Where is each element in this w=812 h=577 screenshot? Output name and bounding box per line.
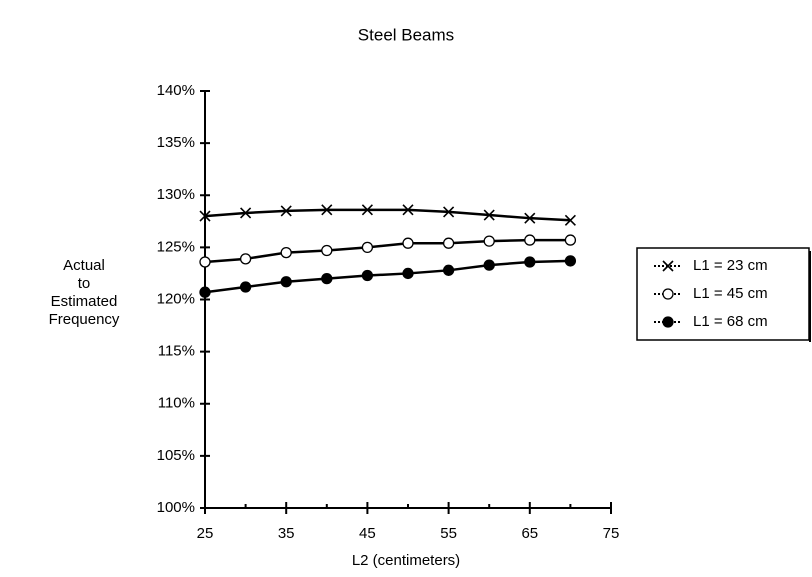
marker [321, 204, 333, 216]
legend-marker [662, 288, 674, 300]
legend-marker [662, 260, 674, 272]
marker [524, 256, 536, 268]
marker [240, 207, 252, 219]
y-tick-label: 105% [157, 447, 195, 464]
series-line [204, 259, 571, 294]
marker [564, 255, 577, 267]
y-axis-label: Actual [63, 257, 105, 274]
marker [321, 244, 333, 257]
legend-label: L1 = 45 cm [693, 285, 768, 302]
marker [199, 256, 211, 268]
y-tick-label: 130% [157, 186, 195, 203]
y-tick-label: 120% [157, 290, 195, 307]
marker [442, 264, 455, 276]
marker [483, 209, 495, 221]
y-axis-label: Estimated [51, 293, 118, 310]
marker [280, 276, 292, 288]
y-axis-label: Frequency [49, 311, 120, 328]
y-tick-label: 135% [157, 134, 195, 151]
marker [321, 272, 333, 285]
marker [402, 204, 414, 216]
marker [483, 235, 495, 247]
marker [443, 206, 455, 218]
y-tick-label: 100% [157, 499, 195, 516]
legend-shadow [809, 251, 811, 342]
series-line [204, 208, 571, 222]
marker [199, 210, 211, 222]
x-tick-label: 65 [521, 525, 538, 542]
marker [524, 212, 536, 224]
x-axis-label: L2 (centimeters) [352, 552, 460, 569]
marker [483, 259, 495, 271]
y-tick-label: 115% [158, 343, 195, 360]
marker [199, 286, 211, 298]
marker [564, 234, 577, 246]
legend-label: L1 = 68 cm [693, 313, 768, 330]
marker [361, 204, 373, 216]
marker [402, 237, 414, 249]
marker [564, 214, 576, 226]
marker [280, 205, 292, 217]
x-tick-label: 25 [197, 525, 214, 542]
marker [280, 246, 292, 259]
x-tick-label: 75 [603, 525, 620, 542]
marker [361, 269, 374, 282]
y-tick-label: 110% [158, 395, 195, 412]
y-axis-label: to [78, 275, 91, 292]
chart-title: Steel Beams [358, 25, 454, 44]
legend-label: L1 = 23 cm [693, 257, 768, 274]
series-line [204, 238, 571, 264]
legend-marker [662, 316, 674, 328]
x-tick-label: 55 [440, 525, 457, 542]
x-tick-label: 35 [278, 525, 295, 542]
marker [524, 234, 536, 246]
marker [239, 281, 252, 293]
marker [442, 237, 455, 249]
y-tick-label: 140% [157, 82, 195, 99]
y-tick-label: 125% [157, 238, 195, 255]
marker [402, 267, 414, 280]
marker [239, 253, 252, 265]
x-tick-label: 45 [359, 525, 376, 542]
marker [361, 241, 374, 254]
